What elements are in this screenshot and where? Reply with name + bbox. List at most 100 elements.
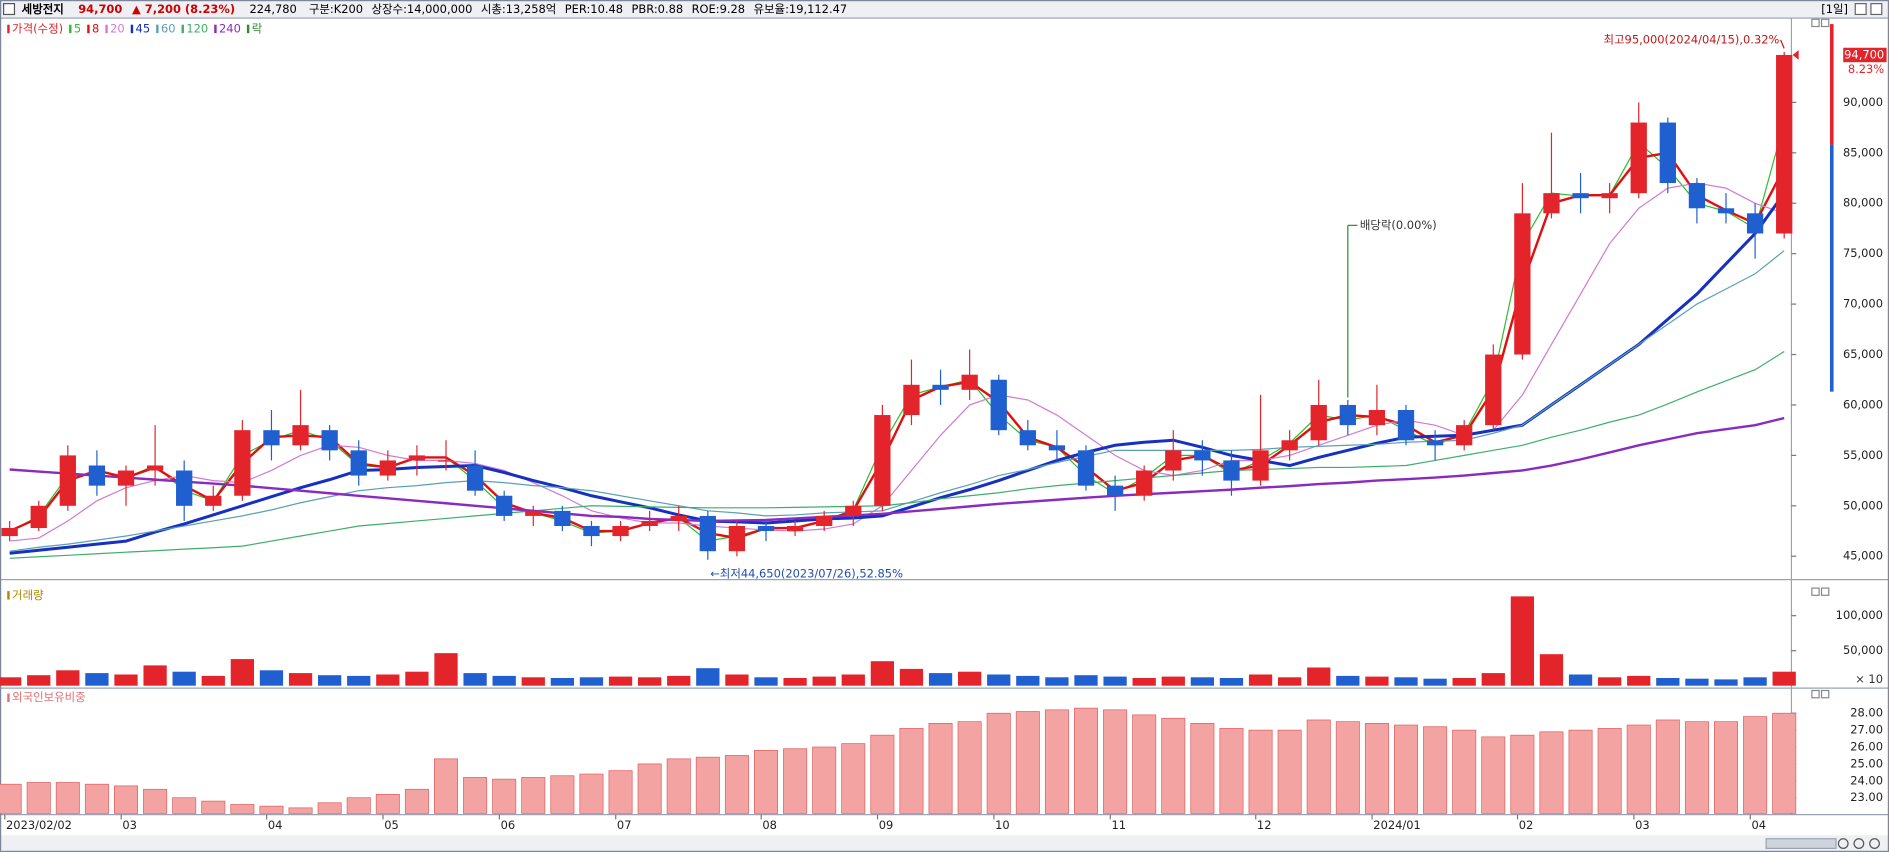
candle-body [146,465,164,471]
legend-marker [7,693,10,702]
bar [1277,729,1302,814]
x-tick-label: 03 [1635,818,1650,832]
bar [172,797,197,814]
x-tick-label: 08 [762,818,777,832]
last-change-label: 8.23% [1848,62,1884,76]
bar [1743,677,1767,686]
candle-body [205,495,222,506]
zoom-button[interactable] [1869,838,1880,849]
bar [463,777,488,814]
candle-body [1688,183,1706,209]
header-checkbox[interactable] [3,3,16,16]
bar [1627,675,1651,686]
panel-button[interactable] [1811,587,1820,596]
period-label[interactable]: [1일] [1821,2,1848,16]
header-text: 상장수:14,000,000 [372,2,473,16]
candle-body [1048,445,1066,451]
bar [201,675,225,686]
candle-body [554,510,571,526]
x-tick-label: 05 [384,818,399,832]
unit-label: × 10 [1855,672,1883,686]
bar [1481,736,1506,814]
y-tick-label: 45,000 [1843,549,1883,563]
candle-body [1572,193,1589,199]
x-tick-label: 04 [268,818,283,832]
scrollbar[interactable] [1765,838,1837,849]
last-price-label: 94,700 [1844,47,1884,61]
legend-marker [7,591,10,600]
bar [405,671,429,686]
bar [812,746,837,814]
bar [1219,728,1244,814]
panel-button[interactable] [1820,689,1830,699]
candle-body [699,515,716,552]
price-gauge [1829,144,1834,392]
bar [143,665,167,686]
bar [1307,667,1331,686]
legend-label: 240 [219,21,241,35]
window-button[interactable] [1854,3,1867,16]
candle-body [1,528,18,537]
bar [0,783,22,814]
zoom-button[interactable] [1837,838,1849,849]
y-tick-label: 28.00 [1850,706,1883,720]
bar [1452,677,1476,686]
candle-body [1717,208,1735,214]
bar [230,804,255,814]
bar [1568,729,1593,814]
legend-marker [181,24,184,34]
candle-body [59,455,76,506]
bar [899,668,924,686]
candle-body [496,495,513,516]
window-button[interactable] [1870,3,1883,16]
candle-body [437,460,455,462]
candle-body [466,465,484,491]
bar [579,773,604,814]
bar [521,777,546,814]
panel-button[interactable] [1811,18,1820,28]
y-tick-label: 85,000 [1843,145,1883,159]
candle-body [1601,193,1618,199]
header-bar [0,0,1889,19]
candle-body [350,450,367,476]
x-tick-label: 09 [879,818,894,832]
bar [958,671,982,686]
bar [754,677,778,686]
bar [346,797,371,814]
y-tick-label: 23.00 [1850,790,1883,804]
legend-label: 5 [74,21,81,35]
candle-body [1077,450,1095,486]
bar [1772,712,1797,814]
panel-button[interactable] [1820,587,1830,596]
bar [492,778,517,814]
bar [841,743,866,814]
legend-label: 락 [252,21,263,35]
bar [288,807,313,814]
bar [666,758,691,814]
high-annotation: 최고95,000(2024/04/15),0.32% [1604,32,1780,46]
bar [1336,675,1360,686]
x-tick-label: 02 [1519,818,1534,832]
bar [1190,722,1215,814]
bar [1714,679,1738,686]
bar [1103,709,1128,814]
y-tick-label: 90,000 [1843,95,1883,109]
y-tick-label: 55,000 [1843,448,1883,462]
bar [870,661,895,686]
candle-body [1223,460,1240,481]
low-annotation: ←최저44,650(2023/07/26),52.85% [710,567,903,581]
bar [695,756,720,814]
header-text: 94,700 [78,2,122,16]
bar [1568,674,1593,686]
panel-button[interactable] [1811,689,1820,699]
candle-body [1456,425,1473,446]
bar [172,671,196,686]
zoom-button[interactable] [1853,838,1865,849]
panel-button[interactable] [1820,18,1830,28]
bar [870,734,895,814]
x-tick-label: 2024/01 [1373,818,1421,832]
legend-label: 120 [186,21,208,35]
bar [317,802,342,814]
